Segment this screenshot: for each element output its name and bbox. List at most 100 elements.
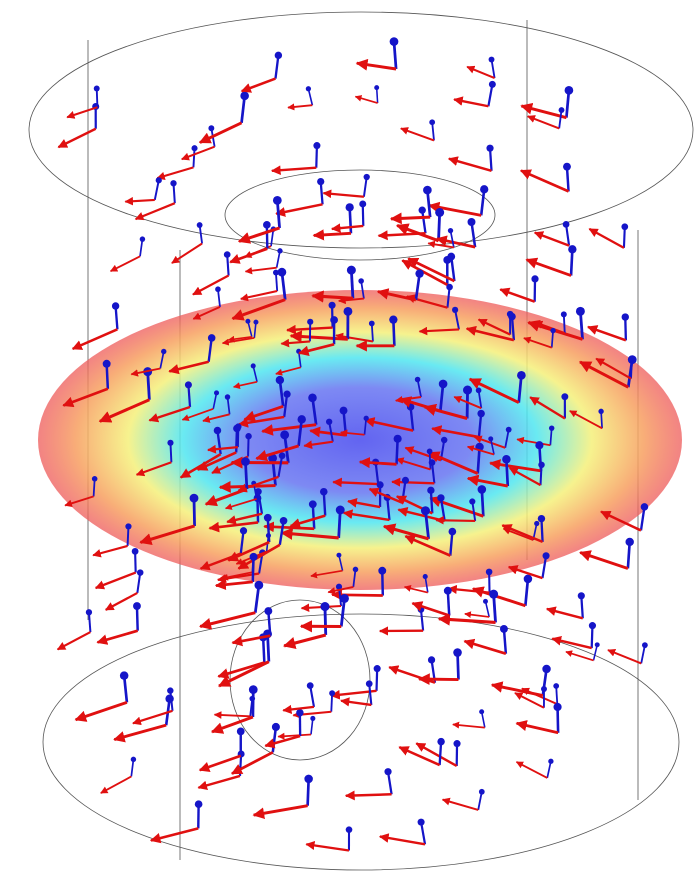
field-ball: [548, 759, 553, 764]
field-ball: [347, 266, 356, 275]
field-arrow: [278, 734, 311, 736]
field-arrow: [355, 97, 377, 103]
field-ball: [621, 223, 628, 230]
field-ball: [419, 207, 426, 214]
field-ball: [307, 682, 314, 689]
field-ball: [428, 656, 435, 663]
field-arrow: [439, 619, 496, 623]
field-ball: [642, 642, 648, 648]
field-arrow: [547, 609, 583, 618]
field-ball: [483, 599, 488, 604]
field-ball: [549, 425, 554, 430]
field-ball: [336, 553, 341, 558]
field-arrow: [454, 99, 488, 106]
field-ball: [191, 145, 197, 151]
field-ball: [264, 607, 272, 615]
field-arrow: [306, 844, 349, 850]
field-arrow: [58, 632, 91, 649]
field-ball: [394, 435, 402, 443]
field-ball: [275, 52, 282, 59]
field-ball: [467, 218, 475, 226]
field-ball: [190, 494, 199, 503]
field-ball: [330, 316, 338, 324]
field-ball: [435, 208, 444, 217]
field-arrow: [239, 228, 280, 241]
field-ball: [478, 485, 487, 494]
field-arrow: [157, 167, 193, 178]
field-ball: [374, 665, 381, 672]
field-arrow: [93, 546, 127, 555]
field-ball: [542, 665, 550, 673]
field-ball: [369, 321, 375, 327]
field-ball: [506, 427, 512, 433]
field-ball: [165, 695, 173, 703]
field-ball: [167, 440, 173, 446]
field-ball: [249, 685, 258, 694]
field-ball: [553, 683, 559, 689]
field-ball: [364, 174, 370, 180]
field-ball: [453, 740, 460, 747]
field-ball: [374, 85, 379, 90]
field-ball: [629, 355, 635, 361]
field-ball: [170, 180, 176, 186]
field-ball: [255, 488, 262, 495]
field-ball: [272, 723, 280, 731]
field-ball: [161, 349, 166, 354]
field-ball: [344, 307, 353, 316]
field-ball: [366, 680, 373, 687]
field-arrow: [230, 249, 267, 262]
field-ball: [273, 196, 282, 205]
field-ball: [377, 481, 384, 488]
field-ball: [507, 311, 514, 318]
field-ball: [326, 419, 332, 425]
field-arrow: [521, 171, 569, 192]
field-ball: [306, 86, 311, 91]
field-ball: [576, 307, 585, 316]
field-ball: [225, 394, 230, 399]
field-arrow: [535, 233, 569, 246]
vector-field-scene: [0, 0, 697, 879]
field-ball: [598, 409, 603, 414]
field-arrow: [465, 614, 489, 617]
field-ball: [415, 269, 423, 277]
field-ball: [364, 416, 369, 421]
field-ball: [463, 386, 472, 395]
field-ball: [94, 85, 100, 91]
field-ball: [517, 371, 526, 380]
field-arrow: [106, 593, 138, 610]
field-arrow: [346, 794, 392, 795]
field-ball: [500, 625, 508, 633]
field-ball: [538, 462, 544, 468]
field-arrow: [405, 587, 428, 593]
field-ball: [622, 313, 629, 320]
field-arrow: [580, 552, 628, 568]
field-ball: [589, 622, 596, 629]
field-arrow: [357, 63, 396, 69]
field-ball: [336, 506, 345, 515]
field-ball: [310, 716, 315, 721]
field-ball: [86, 609, 92, 615]
field-ball: [346, 203, 354, 211]
field-arrow: [276, 204, 322, 213]
field-ball: [559, 107, 565, 113]
field-ball: [561, 393, 568, 400]
field-ball: [444, 587, 452, 595]
field-ball: [340, 594, 349, 603]
field-ball: [156, 177, 162, 183]
field-ball: [418, 819, 425, 826]
field-arrow: [96, 573, 136, 588]
field-ball: [489, 57, 495, 63]
field-ball: [476, 388, 482, 394]
field-ball: [452, 307, 458, 313]
field-arrow: [216, 582, 253, 586]
field-arrow: [380, 837, 425, 845]
field-ball: [251, 363, 256, 368]
field-arrow: [419, 679, 458, 680]
field-ball: [449, 528, 457, 536]
field-arrow: [608, 650, 641, 663]
field-ball: [486, 569, 493, 576]
field-ball: [568, 245, 576, 253]
field-arrow: [193, 276, 229, 295]
field-arrow: [527, 260, 572, 276]
field-ball: [308, 394, 317, 403]
